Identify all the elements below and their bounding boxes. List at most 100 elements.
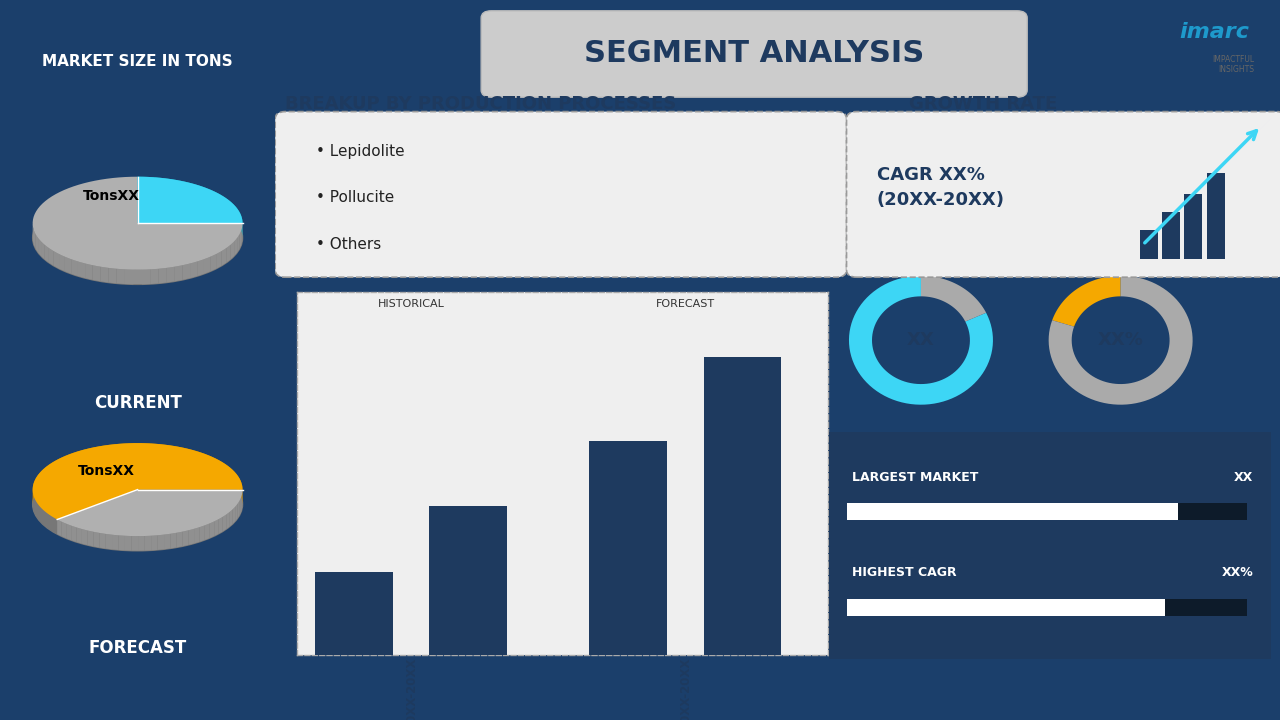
Text: • Lepidolite: • Lepidolite	[316, 144, 404, 158]
Polygon shape	[125, 269, 133, 284]
Polygon shape	[170, 179, 175, 194]
Polygon shape	[229, 509, 233, 526]
Polygon shape	[82, 529, 87, 545]
Polygon shape	[205, 523, 210, 540]
Polygon shape	[207, 189, 210, 204]
Polygon shape	[237, 234, 239, 253]
Bar	[847, 599, 1165, 616]
Polygon shape	[150, 444, 159, 459]
Polygon shape	[183, 264, 189, 280]
Polygon shape	[61, 522, 67, 539]
Polygon shape	[86, 448, 92, 464]
Polygon shape	[45, 464, 49, 482]
Polygon shape	[187, 182, 191, 197]
Polygon shape	[100, 445, 109, 461]
Polygon shape	[204, 257, 210, 274]
Text: XX: XX	[1234, 471, 1253, 484]
Polygon shape	[54, 459, 59, 477]
Polygon shape	[59, 456, 65, 474]
Text: SEGMENT ANALYSIS: SEGMENT ANALYSIS	[584, 40, 924, 68]
Polygon shape	[234, 238, 237, 256]
Text: imarc: imarc	[1180, 22, 1249, 42]
Text: BREAKUP BY PRODUCTION PROCESSES: BREAKUP BY PRODUCTION PROCESSES	[285, 95, 677, 113]
Text: • Pollucite: • Pollucite	[316, 191, 394, 205]
Polygon shape	[59, 254, 65, 271]
Polygon shape	[38, 472, 41, 490]
Polygon shape	[210, 521, 214, 538]
Polygon shape	[49, 248, 54, 266]
Polygon shape	[87, 531, 93, 546]
Text: • Others: • Others	[316, 238, 381, 252]
Polygon shape	[210, 189, 214, 206]
Polygon shape	[166, 179, 170, 194]
Text: CURRENT: CURRENT	[93, 395, 182, 412]
Polygon shape	[229, 200, 230, 216]
Text: XX: XX	[908, 331, 934, 349]
Polygon shape	[92, 265, 100, 282]
Polygon shape	[234, 472, 237, 490]
Text: XX%: XX%	[1098, 331, 1143, 349]
Polygon shape	[191, 183, 193, 199]
Polygon shape	[100, 266, 109, 282]
Polygon shape	[72, 451, 78, 468]
Polygon shape	[183, 448, 191, 464]
Bar	[1162, 212, 1180, 259]
Text: IMPACTFUL
INSIGHTS: IMPACTFUL INSIGHTS	[1212, 55, 1254, 74]
FancyBboxPatch shape	[275, 112, 846, 277]
Bar	[315, 572, 393, 655]
Polygon shape	[150, 269, 159, 284]
Polygon shape	[175, 180, 179, 195]
Text: FORECAST: FORECAST	[88, 639, 187, 657]
Polygon shape	[210, 456, 216, 474]
Polygon shape	[239, 230, 241, 249]
Polygon shape	[125, 536, 132, 551]
Polygon shape	[214, 191, 216, 207]
Polygon shape	[223, 515, 227, 531]
Polygon shape	[116, 444, 125, 459]
Polygon shape	[49, 462, 54, 480]
Polygon shape	[163, 178, 166, 193]
Polygon shape	[224, 197, 227, 213]
Polygon shape	[219, 194, 221, 210]
Polygon shape	[197, 451, 204, 468]
Polygon shape	[233, 507, 236, 524]
Polygon shape	[72, 259, 78, 276]
Polygon shape	[100, 533, 106, 549]
Polygon shape	[84, 264, 92, 280]
Polygon shape	[216, 192, 219, 209]
Polygon shape	[166, 445, 175, 461]
Polygon shape	[78, 449, 86, 466]
Polygon shape	[191, 449, 197, 466]
Polygon shape	[1052, 276, 1121, 327]
Polygon shape	[193, 184, 197, 199]
Polygon shape	[119, 536, 125, 551]
Polygon shape	[38, 238, 41, 256]
Polygon shape	[106, 534, 113, 549]
Polygon shape	[849, 276, 993, 405]
Polygon shape	[204, 454, 210, 471]
Polygon shape	[159, 444, 166, 459]
Polygon shape	[238, 501, 239, 518]
Polygon shape	[116, 269, 125, 284]
Polygon shape	[142, 176, 146, 192]
Polygon shape	[41, 468, 45, 486]
Polygon shape	[58, 520, 61, 536]
Polygon shape	[195, 527, 200, 544]
Polygon shape	[35, 230, 36, 249]
Bar	[1179, 503, 1247, 521]
FancyBboxPatch shape	[817, 426, 1280, 665]
Polygon shape	[113, 535, 119, 550]
Polygon shape	[227, 198, 229, 215]
Bar	[1165, 599, 1247, 616]
Polygon shape	[142, 269, 150, 284]
Text: TonsXX: TonsXX	[78, 464, 134, 478]
Text: FORECAST: FORECAST	[655, 300, 716, 310]
Polygon shape	[1048, 276, 1193, 405]
Text: TonsXX: TonsXX	[83, 189, 140, 203]
Bar	[704, 357, 781, 655]
Polygon shape	[216, 459, 221, 477]
FancyBboxPatch shape	[846, 112, 1280, 277]
Bar	[430, 506, 507, 655]
Polygon shape	[183, 181, 187, 197]
Polygon shape	[146, 177, 150, 192]
